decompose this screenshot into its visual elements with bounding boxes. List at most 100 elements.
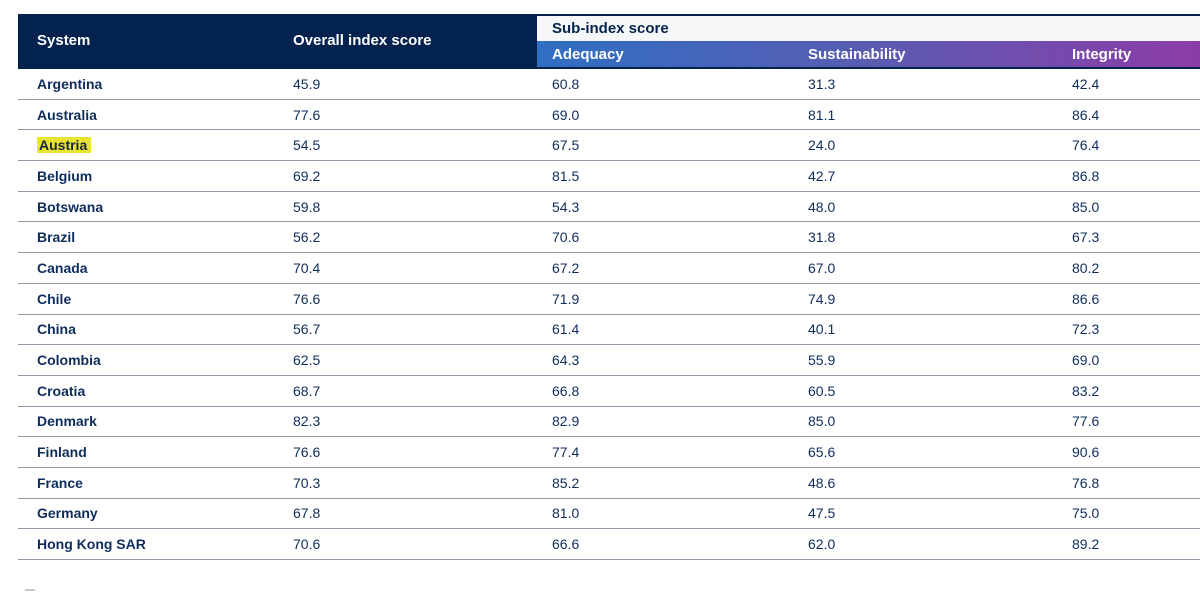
cell-integrity-score: 77.6 [1072,413,1100,430]
table-row: Argentina 45.9 60.8 31.3 42.4 [18,69,1200,100]
country-label: Colombia [37,352,101,369]
cell-system: Argentina [18,76,274,92]
cell-sustainability-score: 47.5 [808,505,836,522]
cell-adequacy-score: 82.9 [552,413,580,430]
country-label: Canada [37,259,88,276]
cell-integrity-score: 72.3 [1072,321,1100,338]
cell-sustainability-score: 60.5 [808,382,836,399]
column-header-overall: Overall index score [274,32,431,50]
subindex-group-header: Sub-index score [537,16,1200,41]
table-row: Australia 77.6 69.0 81.1 86.4 [18,99,1200,131]
cell-system: Belgium [18,168,274,184]
cell-sustainability-score: 55.9 [808,352,836,369]
country-label: Brazil [37,229,76,246]
table-row: Croatia 68.7 66.8 60.5 83.2 [18,375,1200,407]
cell-integrity-score: 89.2 [1072,536,1100,553]
table-row: Denmark 82.3 82.9 85.0 77.6 [18,406,1200,438]
table-row: Brazil 56.2 70.6 31.8 67.3 [18,222,1200,254]
cell-adequacy-score: 70.6 [552,229,580,246]
cell-system: Colombia [18,352,274,368]
country-label: Croatia [37,382,86,399]
header-right-block: Sub-index score Adequacy Sustainability … [537,14,1200,67]
country-label: Denmark [37,413,97,430]
cell-overall-score: 70.3 [293,474,321,491]
cell-adequacy-score: 61.4 [552,321,580,338]
cell-system: France [18,475,274,491]
cell-integrity-score: 86.8 [1072,167,1100,184]
cell-adequacy-score: 85.2 [552,474,580,491]
table-row: France 70.3 85.2 48.6 76.8 [18,467,1200,499]
cell-overall-score: 82.3 [293,413,321,430]
cell-system: Austria [18,137,274,154]
cell-sustainability-score: 85.0 [808,413,836,430]
cell-adequacy-score: 67.2 [552,259,580,276]
table-row: Chile 76.6 71.9 74.9 86.6 [18,283,1200,315]
cell-adequacy-score: 64.3 [552,352,580,369]
country-label: Germany [37,505,98,522]
column-header-sustainability: Sustainability [808,45,906,63]
country-label: Argentina [37,75,103,92]
table-row: China 56.7 61.4 40.1 72.3 [18,314,1200,346]
table-row: Canada 70.4 67.2 67.0 80.2 [18,253,1200,284]
cell-adequacy-score: 66.6 [552,536,580,553]
country-label: Australia [37,106,97,123]
subindex-columns-header: Adequacy Sustainability Integrity [537,41,1200,67]
cell-system: Australia [18,107,274,123]
cell-overall-score: 68.7 [293,382,321,399]
cell-integrity-score: 76.8 [1072,474,1100,491]
cell-system: Canada [18,260,274,276]
table-header: System Overall index score Sub-index sco… [18,14,1200,69]
cell-overall-score: 54.5 [293,137,321,154]
cell-overall-score: 45.9 [293,75,321,92]
cell-system: Chile [18,291,274,307]
cell-adequacy-score: 81.0 [552,505,580,522]
cell-sustainability-score: 62.0 [808,536,836,553]
cell-integrity-score: 76.4 [1072,137,1100,154]
country-label: France [37,474,83,491]
country-label: China [37,321,76,338]
table-body: Argentina 45.9 60.8 31.3 42.4 Australia … [18,69,1200,560]
table-row: Botswana 59.8 54.3 48.0 85.0 [18,191,1200,223]
cell-system: China [18,321,274,337]
cell-integrity-score: 86.6 [1072,290,1100,307]
cell-integrity-score: 69.0 [1072,352,1100,369]
cell-sustainability-score: 40.1 [808,321,836,338]
cell-integrity-score: 85.0 [1072,198,1100,215]
cell-overall-score: 69.2 [293,167,321,184]
table-row: Belgium 69.2 81.5 42.7 86.8 [18,161,1200,192]
cell-overall-score: 70.4 [293,259,321,276]
cutoff-text-artifact [25,589,35,591]
cell-adequacy-score: 54.3 [552,198,580,215]
table-row: Finland 76.6 77.4 65.6 90.6 [18,437,1200,468]
country-label: Chile [37,290,72,307]
cell-integrity-score: 86.4 [1072,106,1100,123]
cell-sustainability-score: 65.6 [808,444,836,461]
cell-adequacy-score: 67.5 [552,137,580,154]
cell-sustainability-score: 48.0 [808,198,836,215]
table-row: Colombia 62.5 64.3 55.9 69.0 [18,345,1200,376]
cell-sustainability-score: 67.0 [808,259,836,276]
cell-overall-score: 76.6 [293,290,321,307]
cell-system: Croatia [18,383,274,399]
cell-integrity-score: 90.6 [1072,444,1100,461]
cell-adequacy-score: 60.8 [552,75,580,92]
cell-overall-score: 56.7 [293,321,321,338]
column-header-system-label: System [37,31,91,49]
cell-overall-score: 67.8 [293,505,321,522]
column-header-adequacy: Adequacy [552,45,624,63]
cell-sustainability-score: 81.1 [808,106,836,123]
cell-overall-score: 59.8 [293,198,321,215]
cell-system: Brazil [18,229,274,245]
cell-overall-score: 62.5 [293,352,321,369]
country-label: Hong Kong SAR [37,536,146,553]
cell-integrity-score: 75.0 [1072,505,1100,522]
cell-system: Hong Kong SAR [18,536,274,552]
cell-system: Botswana [18,199,274,215]
country-label: Austria [37,137,92,154]
column-header-integrity: Integrity [1072,45,1132,63]
table-row: Austria 54.5 67.5 24.0 76.4 [18,130,1200,162]
cell-overall-score: 76.6 [293,444,321,461]
table-row: Germany 67.8 81.0 47.5 75.0 [18,498,1200,530]
cell-system: Finland [18,444,274,460]
